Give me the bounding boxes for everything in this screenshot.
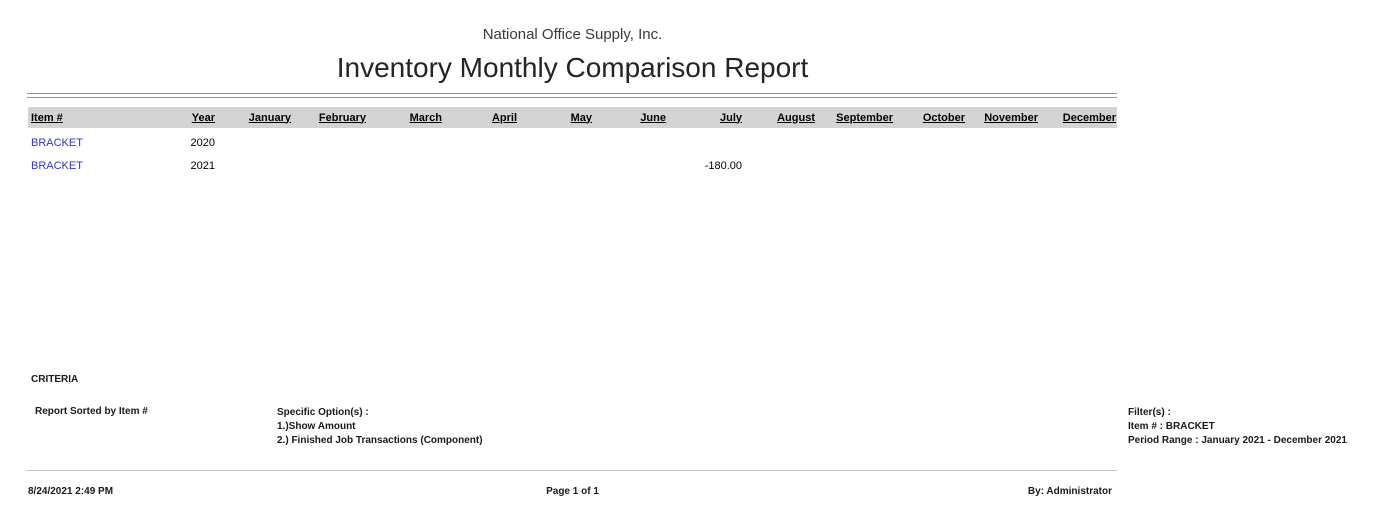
column-header-year: Year: [191, 111, 215, 124]
column-header-item: Item #: [31, 111, 63, 124]
report-sorted-by: Report Sorted by Item #: [35, 406, 148, 417]
item-cell: BRACKET: [28, 160, 166, 172]
specific-option: 1.)Show Amount: [277, 421, 356, 432]
item-cell: BRACKET: [28, 137, 166, 149]
page-title: Inventory Monthly Comparison Report: [336, 52, 809, 83]
table-body: BRACKET 2020 BRACKET 2021 -180.00: [28, 131, 1117, 177]
table-top-rule: [27, 93, 1117, 98]
company-name: National Office Supply, Inc.: [482, 26, 663, 43]
footer-page-number: Page 1 of 1: [546, 486, 599, 497]
month-value-cell: -180.00: [704, 159, 742, 172]
column-header-february: February: [318, 111, 366, 124]
filter-line: Period Range : January 2021 - December 2…: [1128, 435, 1347, 446]
criteria-label: CRITERIA: [31, 374, 79, 385]
year-cell: 2021: [190, 159, 215, 172]
column-header-may: May: [570, 111, 592, 124]
item-link[interactable]: BRACKET: [31, 136, 83, 149]
specific-options: Specific Option(s) : 1.)Show Amount 2.) F…: [277, 406, 483, 448]
footer-datetime: 8/24/2021 2:49 PM: [28, 486, 114, 497]
filters: Filter(s) : Item # : BRACKET Period Range…: [1128, 406, 1347, 448]
column-header-november: November: [984, 111, 1038, 124]
footer-printed-by: By: Administrator: [1027, 486, 1112, 497]
filters-list: Item # : BRACKET Period Range : January 2…: [1128, 420, 1347, 448]
filters-title: Filter(s) :: [1128, 407, 1171, 418]
column-header-august: August: [777, 111, 815, 124]
column-header-january: January: [248, 111, 291, 124]
column-header-june: June: [640, 111, 666, 124]
year-cell: 2020: [190, 136, 215, 149]
specific-options-list: 1.)Show Amount 2.) Finished Job Transacti…: [277, 420, 483, 448]
specific-option: 2.) Finished Job Transactions (Component…: [277, 435, 483, 446]
table-row: BRACKET 2021 -180.00: [28, 154, 1117, 177]
column-header-september: September: [836, 111, 893, 124]
item-link[interactable]: BRACKET: [31, 159, 83, 172]
column-header-march: March: [409, 111, 442, 124]
specific-options-title: Specific Option(s) :: [277, 407, 369, 418]
column-header-july: July: [719, 111, 742, 124]
filter-line: Item # : BRACKET: [1128, 421, 1215, 432]
footer-rule: [26, 470, 1117, 471]
column-header-december: December: [1062, 111, 1116, 124]
table-row: BRACKET 2020: [28, 131, 1117, 154]
column-header-october: October: [922, 111, 965, 124]
column-header-april: April: [491, 111, 517, 124]
table-header-row: Item # Year January February March April May Ju…: [28, 107, 1117, 128]
